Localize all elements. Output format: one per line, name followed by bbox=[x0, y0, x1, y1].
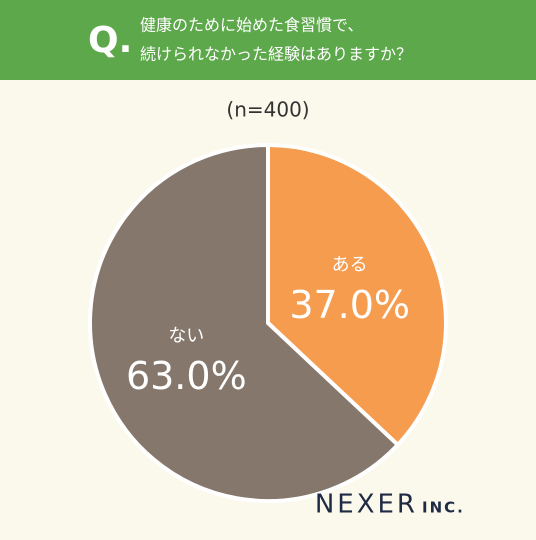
header-band bbox=[0, 0, 536, 80]
pie-slice bbox=[88, 143, 400, 503]
pie bbox=[88, 143, 448, 503]
question-line: 健康のために始めた食習慣で、 bbox=[140, 16, 363, 35]
chart-subtitle: (n=400) bbox=[226, 98, 309, 122]
question-marker: Q. bbox=[88, 20, 132, 61]
question-line: 続けられなかった経験はありますか？ bbox=[140, 45, 412, 64]
slice-category-label: ある bbox=[332, 255, 368, 276]
slice-value-label: 63.0% bbox=[126, 354, 247, 398]
slice-value-label: 37.0% bbox=[289, 283, 410, 327]
logo: NEXER bbox=[315, 490, 418, 520]
logo-suffix: INC. bbox=[422, 499, 465, 517]
slice-category-label: ない bbox=[168, 325, 204, 346]
pie-slice bbox=[266, 143, 448, 447]
